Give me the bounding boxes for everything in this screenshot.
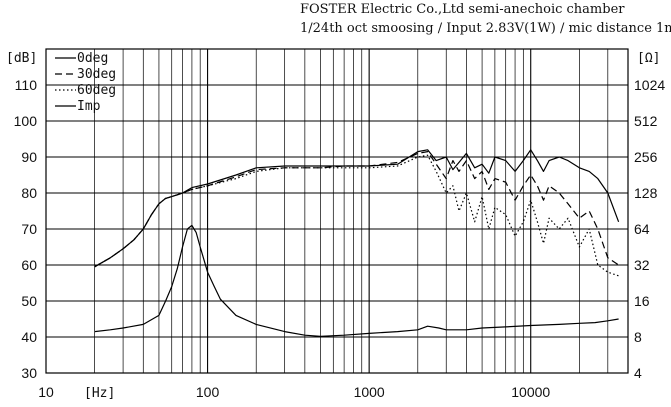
right-tick-label: 8 bbox=[634, 329, 642, 345]
right-tick-label: 256 bbox=[634, 149, 658, 165]
right-tick-label: 4 bbox=[634, 365, 642, 381]
y-tick-label: 40 bbox=[21, 329, 37, 345]
series-line-imp bbox=[94, 224, 619, 337]
chart-title-line1: FOSTER Electric Co.,Ltd semi-anechoic ch… bbox=[300, 2, 625, 17]
x-tick-label: 1000 bbox=[354, 384, 385, 400]
x-tick-label: 100 bbox=[196, 384, 220, 400]
y-tick-label: 60 bbox=[21, 257, 37, 273]
x-tick-label: 10 bbox=[38, 384, 54, 400]
y-unit-label: [dB] bbox=[6, 51, 37, 66]
y-tick-label: 30 bbox=[21, 365, 37, 381]
series-line-0deg bbox=[94, 149, 620, 268]
y-tick-label: 90 bbox=[21, 149, 37, 165]
plot-frame bbox=[45, 48, 629, 374]
chart-title-line2: 1/24th oct smoosing / Input 2.83V(1W) / … bbox=[300, 21, 671, 36]
right-unit-label: [Ω] bbox=[637, 51, 660, 66]
right-tick-label: 16 bbox=[634, 293, 650, 309]
legend-label: Imp bbox=[77, 99, 101, 114]
right-tick-label: 512 bbox=[634, 113, 658, 129]
y-tick-label: 100 bbox=[14, 113, 38, 129]
series-layer bbox=[94, 149, 620, 337]
y-tick-label: 80 bbox=[21, 185, 37, 201]
y-tick-label: 110 bbox=[15, 77, 38, 93]
right-tick-label: 1024 bbox=[634, 77, 665, 93]
right-tick-label: 128 bbox=[634, 185, 658, 201]
series-line-30deg bbox=[94, 151, 619, 268]
axis-labels: 30 40 50 60 70 80 90 100 110 4 8 16 32 64 128 256 512 102… bbox=[6, 51, 665, 401]
legend-label: 30deg bbox=[77, 67, 116, 82]
right-tick-label: 64 bbox=[634, 221, 650, 237]
y-tick-label: 70 bbox=[21, 221, 37, 237]
series-line-60deg bbox=[94, 154, 619, 277]
legend-label: 60deg bbox=[77, 83, 116, 98]
x-unit-label: [Hz] bbox=[84, 386, 115, 401]
grid bbox=[46, 49, 628, 373]
x-tick-label: 10000 bbox=[511, 384, 550, 400]
right-tick-label: 32 bbox=[634, 257, 650, 273]
legend-label: 0deg bbox=[77, 51, 108, 66]
y-tick-label: 50 bbox=[21, 293, 37, 309]
